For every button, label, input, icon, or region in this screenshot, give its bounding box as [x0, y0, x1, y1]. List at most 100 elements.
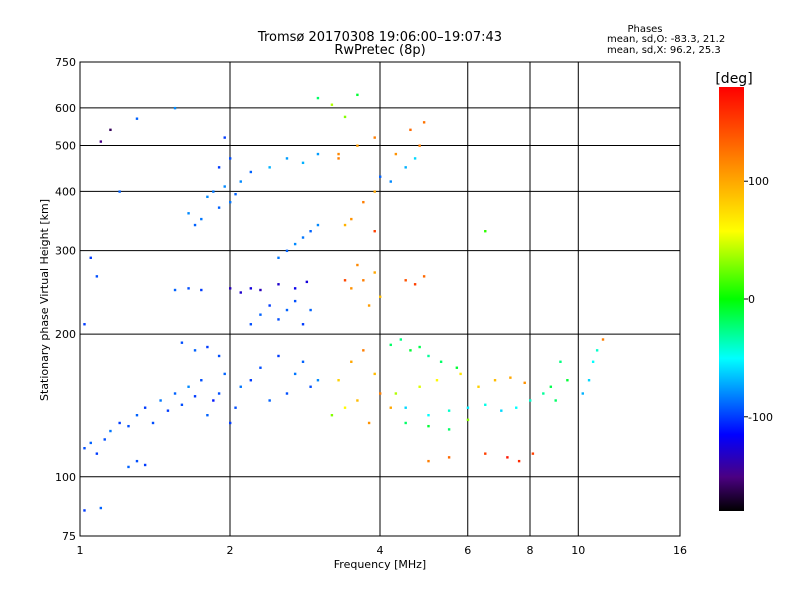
data-point: [389, 343, 392, 347]
data-point: [435, 379, 439, 382]
data-point: [159, 399, 162, 402]
data-point: [466, 406, 470, 409]
data-point: [193, 349, 197, 352]
data-point: [356, 399, 359, 402]
data-point: [418, 385, 421, 388]
data-point: [212, 399, 215, 402]
data-point: [217, 392, 221, 395]
data-point: [373, 190, 376, 193]
plot-frame: [79, 61, 681, 537]
data-point: [455, 366, 459, 369]
data-point: [409, 349, 412, 352]
y-tick-label: 500: [55, 139, 76, 152]
data-point: [413, 283, 417, 286]
data-point: [447, 428, 451, 431]
colorbar-ticks: 100 0 -100: [744, 175, 773, 424]
y-tick-label: 200: [55, 328, 76, 341]
data-point: [316, 223, 320, 227]
data-point: [173, 288, 177, 292]
data-point: [206, 195, 209, 199]
data-point: [293, 299, 297, 303]
data-point: [217, 166, 221, 169]
data-point: [99, 506, 103, 510]
data-point: [418, 144, 421, 147]
x-tick-label: 2: [227, 544, 234, 557]
data-point: [309, 385, 312, 388]
data-point: [217, 354, 221, 358]
data-point: [223, 185, 226, 188]
data-point: [143, 406, 147, 409]
data-point: [200, 379, 203, 382]
data-point: [581, 392, 584, 395]
data-point: [404, 421, 407, 425]
data-point: [484, 230, 487, 233]
data-point: [200, 217, 203, 221]
data-point: [229, 200, 232, 204]
data-point: [305, 280, 309, 284]
data-point: [95, 452, 99, 455]
x-tick-label: 6: [464, 544, 471, 557]
data-point: [350, 217, 353, 221]
data-point: [362, 349, 365, 352]
data-point: [234, 192, 237, 196]
data-point: [217, 206, 221, 209]
data-point: [83, 509, 86, 512]
data-point: [109, 128, 112, 132]
colorbar-tick-label: 100: [748, 175, 769, 188]
data-point: [362, 200, 365, 204]
data-point: [413, 157, 417, 160]
data-point: [554, 399, 557, 402]
data-point: [493, 379, 497, 382]
data-point: [337, 152, 340, 156]
data-point: [277, 283, 280, 286]
data-point: [285, 308, 289, 312]
data-point: [515, 406, 518, 409]
y-tick-label: 100: [55, 471, 76, 484]
data-point: [427, 414, 430, 417]
data-point: [316, 96, 320, 100]
data-point: [151, 421, 155, 425]
y-axis-ticks: 75 100 200 300 400 500 600 750: [55, 56, 76, 543]
data-point: [89, 256, 92, 260]
data-point: [166, 409, 170, 412]
data-point: [109, 429, 112, 433]
data-point: [187, 212, 190, 215]
data-point: [301, 236, 305, 239]
data-point: [229, 421, 232, 425]
data-point: [301, 360, 305, 363]
data-point: [404, 166, 407, 169]
y-axis-label: Stationary phase Virtual Height [km]: [38, 199, 51, 401]
data-point: [239, 385, 242, 388]
data-point: [187, 287, 190, 290]
data-point: [484, 452, 487, 455]
data-point: [399, 338, 403, 341]
data-point: [127, 424, 130, 428]
data-point: [239, 291, 242, 294]
data-point: [343, 406, 347, 409]
data-point: [301, 323, 305, 326]
data-point: [212, 190, 215, 193]
data-point: [135, 414, 139, 417]
data-point: [427, 354, 430, 358]
data-point: [259, 288, 262, 292]
data-point: [301, 161, 305, 165]
data-point: [484, 403, 487, 406]
data-point: [601, 338, 605, 341]
data-point: [229, 157, 232, 160]
data-point: [531, 452, 535, 455]
x-tick-label: 4: [377, 544, 384, 557]
data-point: [249, 170, 253, 174]
data-point: [200, 288, 203, 292]
y-tick-label: 300: [55, 245, 76, 258]
data-point: [83, 447, 86, 450]
data-point: [418, 345, 421, 349]
data-point: [427, 459, 430, 463]
data-point: [373, 372, 376, 376]
data-point: [566, 379, 569, 382]
data-point: [277, 318, 280, 321]
data-point: [549, 385, 553, 388]
data-point: [373, 271, 376, 274]
data-point: [559, 360, 562, 363]
data-point: [500, 409, 503, 412]
